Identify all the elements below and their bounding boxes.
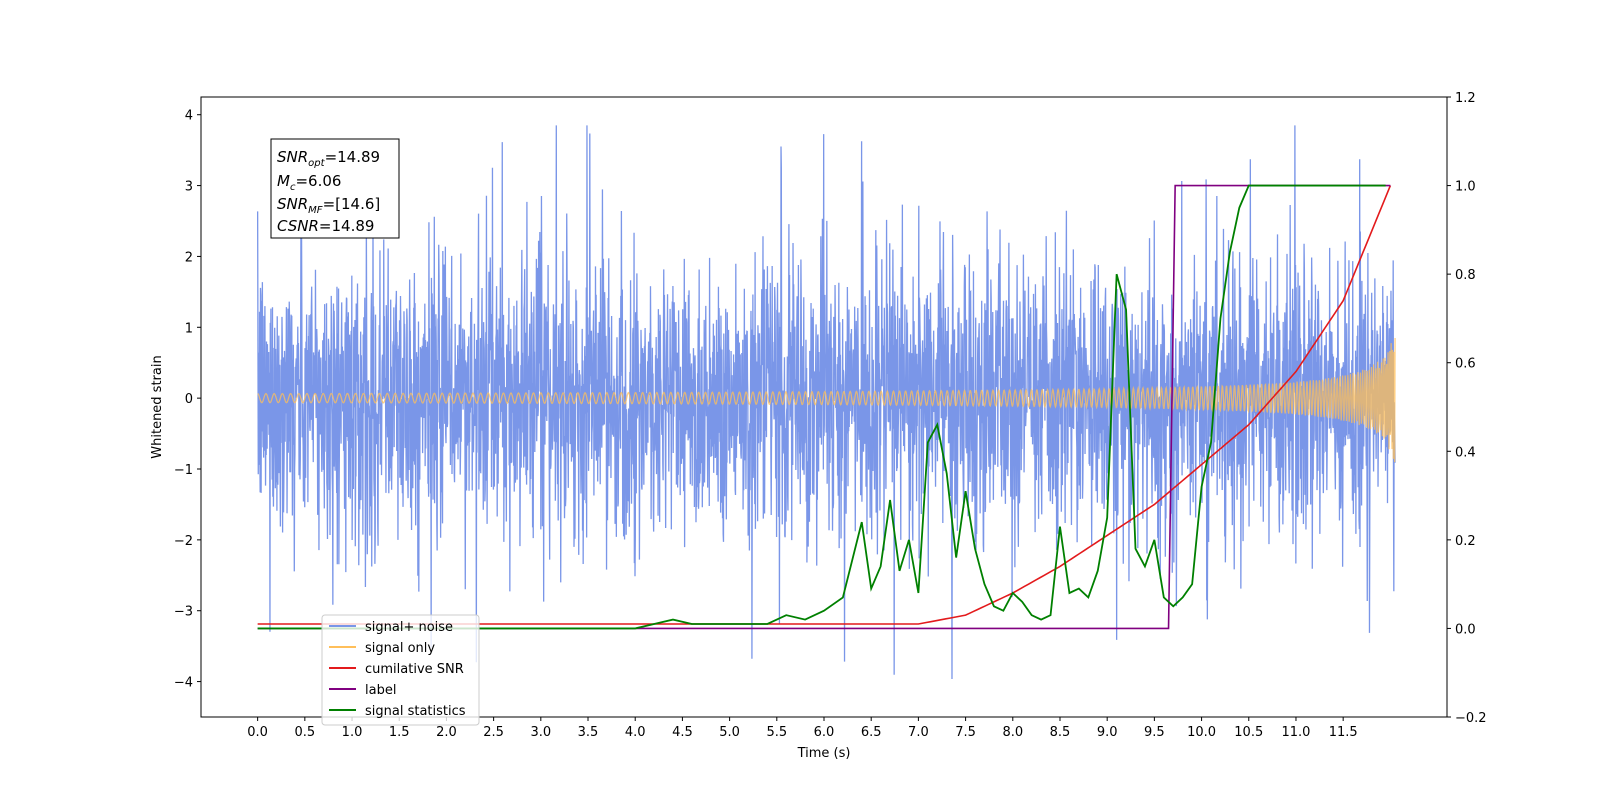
y2-tick-label-0: 1.2 bbox=[1455, 91, 1476, 106]
x-tick-label-14: 7.0 bbox=[908, 725, 929, 740]
legend-item-4: signal statistics bbox=[365, 704, 466, 719]
csnr-annotation: CSNR=14.89 bbox=[277, 217, 374, 235]
y-tick-label-1: 3 bbox=[185, 180, 193, 195]
legend-item-1: signal only bbox=[365, 641, 435, 656]
x-tick-label-15: 7.5 bbox=[955, 725, 976, 740]
x-tick-label-2: 1.0 bbox=[342, 725, 363, 740]
series-signal-noise bbox=[256, 125, 1396, 680]
y-tick-label-7: −3 bbox=[174, 605, 193, 620]
y2-tick-label-6: 0.0 bbox=[1455, 622, 1476, 637]
y-axis-right: 1.2 1.0 0.8 0.6 0.4 0.2 0.0 −0.2 bbox=[1447, 91, 1487, 726]
x-tick-label-20: 10.0 bbox=[1187, 725, 1216, 740]
x-tick-label-16: 8.0 bbox=[1002, 725, 1023, 740]
x-tick-label-21: 10.5 bbox=[1234, 725, 1263, 740]
x-tick-label-4: 2.0 bbox=[436, 725, 457, 740]
x-tick-label-6: 3.0 bbox=[530, 725, 551, 740]
legend-item-0: signal+ noise bbox=[365, 620, 453, 635]
y-axis-label: Whitened strain bbox=[150, 355, 165, 458]
y-tick-label-0: 4 bbox=[185, 109, 193, 124]
y-tick-label-3: 1 bbox=[185, 321, 193, 336]
x-tick-label-11: 5.5 bbox=[766, 725, 787, 740]
x-tick-label-10: 5.0 bbox=[719, 725, 740, 740]
series-signal-statistics bbox=[257, 184, 1386, 630]
y-tick-label-8: −4 bbox=[174, 676, 193, 691]
x-tick-label-22: 11.0 bbox=[1281, 725, 1310, 740]
y2-tick-label-5: 0.2 bbox=[1455, 534, 1476, 549]
y-axis-left: 4 3 2 1 0 −1 −2 −3 −4 bbox=[174, 109, 201, 691]
y-tick-label-5: −1 bbox=[174, 463, 193, 478]
y2-tick-label-7: −0.2 bbox=[1455, 711, 1487, 726]
x-axis: 0.0 0.5 1.0 1.5 2.0 2.5 3.0 3.5 4.0 4.5 5.0 5.5 6.0 6… bbox=[247, 717, 1358, 740]
y2-tick-label-1: 1.0 bbox=[1455, 180, 1476, 195]
x-tick-label-0: 0.0 bbox=[247, 725, 268, 740]
snr-opt-annotation: SNRopt=14.89 bbox=[277, 148, 380, 169]
x-tick-label-13: 6.5 bbox=[861, 725, 882, 740]
x-tick-label-8: 4.0 bbox=[625, 725, 646, 740]
y-tick-label-4: 0 bbox=[185, 392, 193, 407]
legend-item-2: cumilative SNR bbox=[365, 662, 464, 677]
legend-item-3: label bbox=[365, 683, 396, 698]
x-tick-label-1: 0.5 bbox=[294, 725, 315, 740]
x-tick-label-18: 9.0 bbox=[1097, 725, 1118, 740]
series-cumulative-snr bbox=[257, 185, 1392, 625]
x-tick-label-9: 4.5 bbox=[672, 725, 693, 740]
y2-tick-label-4: 0.4 bbox=[1455, 445, 1476, 460]
y-tick-label-6: −2 bbox=[174, 534, 193, 549]
x-tick-label-23: 11.5 bbox=[1329, 725, 1358, 740]
stats-annotation: SNRopt=14.89 Mc=6.06 SNRMF=[14.6] CSNR=1… bbox=[270, 138, 400, 239]
x-tick-label-5: 2.5 bbox=[483, 725, 504, 740]
x-tick-label-19: 9.5 bbox=[1144, 725, 1165, 740]
x-tick-label-12: 6.0 bbox=[814, 725, 835, 740]
data-layer bbox=[256, 125, 1396, 680]
legend: signal+ noise signal only cumilative SNR… bbox=[321, 614, 480, 726]
y-tick-label-2: 2 bbox=[185, 250, 193, 265]
x-tick-label-17: 8.5 bbox=[1050, 725, 1071, 740]
mc-annotation: Mc=6.06 bbox=[277, 172, 341, 193]
y2-tick-label-3: 0.6 bbox=[1455, 357, 1476, 372]
x-axis-label: Time (s) bbox=[797, 746, 851, 761]
x-tick-label-7: 3.5 bbox=[578, 725, 599, 740]
x-tick-label-3: 1.5 bbox=[389, 725, 410, 740]
y2-tick-label-2: 0.8 bbox=[1455, 268, 1476, 283]
series-signal-only bbox=[257, 337, 1396, 463]
snr-mf-annotation: SNRMF=[14.6] bbox=[277, 195, 380, 216]
